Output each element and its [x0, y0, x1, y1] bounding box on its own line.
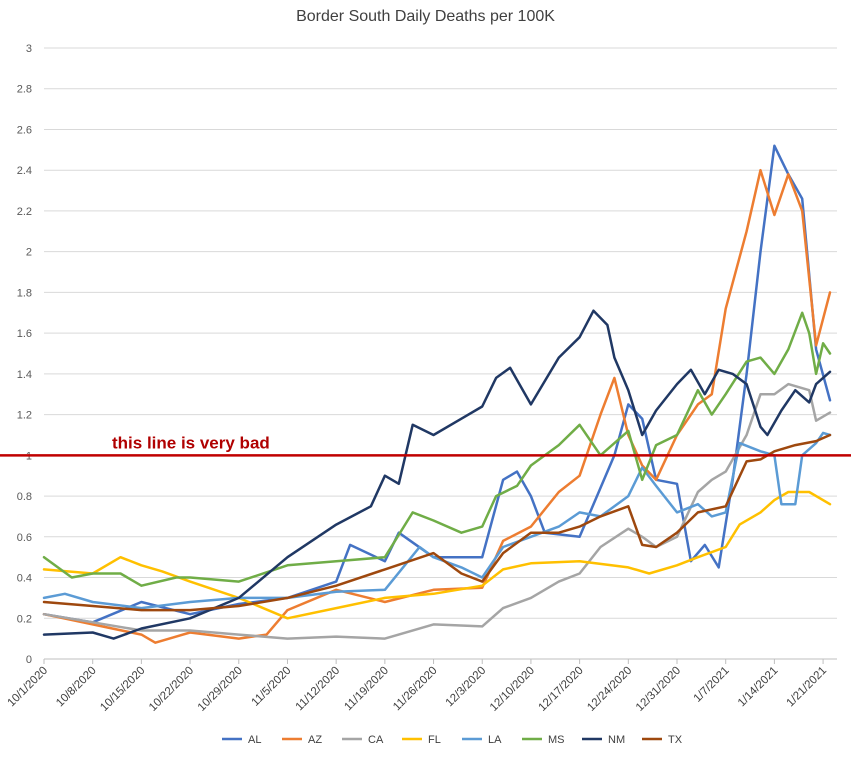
- chart-title: Border South Daily Deaths per 100K: [296, 8, 555, 25]
- x-tick-label: 12/24/2020: [585, 665, 634, 714]
- x-tick-label: 11/5/2020: [250, 665, 294, 709]
- y-tick-label: 0.4: [17, 573, 32, 585]
- series-line-az: [42, 168, 832, 644]
- x-tick-label: 1/14/2021: [736, 665, 781, 710]
- y-tick-label: 0.2: [17, 613, 32, 625]
- x-tick-label: 1/21/2021: [785, 665, 830, 710]
- x-tick-label: 10/1/2020: [5, 665, 50, 710]
- series-line-nm: [42, 309, 832, 640]
- series-line-al: [42, 144, 832, 624]
- series-line-fl: [42, 490, 832, 620]
- x-tick-label: 1/7/2021: [692, 665, 732, 705]
- x-tick-label: 10/15/2020: [98, 665, 147, 714]
- series-line-ca: [42, 382, 832, 640]
- legend-label-al[interactable]: AL: [248, 734, 261, 746]
- x-tick-label: 10/29/2020: [196, 665, 245, 714]
- legend-label-la[interactable]: LA: [488, 734, 502, 746]
- legend-label-tx[interactable]: TX: [668, 734, 683, 746]
- y-tick-label: 2.8: [17, 84, 32, 96]
- x-tick-label: 12/3/2020: [444, 665, 489, 710]
- legend-label-az[interactable]: AZ: [308, 734, 322, 746]
- y-axis-tick-labels: 00.20.40.60.811.21.41.61.822.22.42.62.83: [17, 43, 32, 666]
- y-tick-label: 2.2: [17, 206, 32, 218]
- legend-label-ms[interactable]: MS: [548, 734, 565, 746]
- reference-line-annotation: this line is very bad: [112, 433, 270, 452]
- y-tick-label: 0.6: [17, 532, 32, 544]
- series-lines: [42, 144, 832, 644]
- y-tick-label: 2: [26, 247, 32, 259]
- reference-line-group: this line is very bad: [0, 433, 851, 457]
- legend[interactable]: AL AZ CA FL LA MS NM TX: [222, 734, 683, 746]
- series-line-ms: [42, 311, 832, 587]
- y-tick-label: 1.4: [17, 369, 32, 381]
- x-tick-label: 11/12/2020: [294, 665, 343, 714]
- y-tick-label: 1.2: [17, 410, 32, 422]
- x-tick-label: 12/10/2020: [488, 665, 537, 714]
- series-line-tx: [42, 433, 832, 612]
- legend-label-nm[interactable]: NM: [608, 734, 625, 746]
- x-tick-label: 10/22/2020: [147, 665, 196, 714]
- y-tick-label: 0: [26, 654, 32, 666]
- y-tick-label: 2.4: [17, 165, 32, 177]
- legend-label-ca[interactable]: CA: [368, 734, 384, 746]
- x-axis-tick-labels: 10/1/2020 10/8/2020 10/15/2020 10/22/2020 10…: [5, 659, 829, 714]
- x-tick-label: 10/8/2020: [54, 665, 99, 710]
- y-tick-label: 3: [26, 43, 32, 55]
- y-tick-label: 0.8: [17, 491, 32, 503]
- y-tick-label: 1.6: [17, 328, 32, 340]
- x-tick-label: 11/19/2020: [342, 665, 391, 714]
- gridlines: [44, 47, 837, 660]
- x-tick-label: 12/17/2020: [537, 665, 586, 714]
- y-tick-label: 1.8: [17, 287, 32, 299]
- series-line-la: [42, 431, 832, 610]
- y-tick-label: 2.6: [17, 124, 32, 136]
- x-tick-label: 12/31/2020: [634, 665, 683, 714]
- legend-label-fl[interactable]: FL: [428, 734, 441, 746]
- x-tick-label: 11/26/2020: [391, 665, 440, 714]
